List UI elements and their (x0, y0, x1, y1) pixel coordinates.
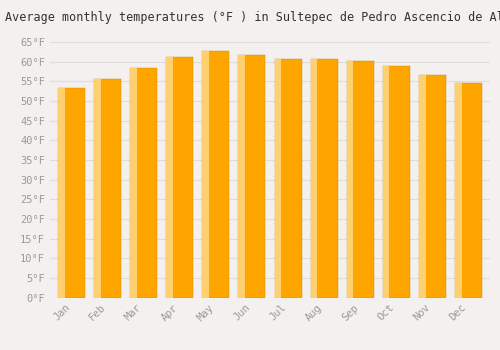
Bar (310, 59, 318, 298)
Bar (202, 51, 230, 298)
Text: Average monthly temperatures (°F ) in Sultepec de Pedro Ascencio de Alquisiras: Average monthly temperatures (°F ) in Su… (5, 10, 500, 23)
Bar (166, 57, 173, 298)
Bar (419, 75, 426, 298)
Bar (382, 65, 410, 298)
Bar (202, 51, 209, 298)
Bar (274, 59, 281, 298)
Bar (166, 57, 194, 298)
Bar (419, 75, 446, 298)
Bar (274, 59, 301, 298)
Bar (310, 59, 338, 298)
Bar (58, 89, 85, 298)
Bar (382, 65, 390, 298)
Bar (58, 89, 65, 298)
Bar (94, 79, 121, 298)
Bar (238, 55, 245, 298)
Bar (455, 83, 482, 298)
Bar (94, 79, 101, 298)
Bar (238, 55, 266, 298)
Bar (346, 61, 374, 298)
Bar (130, 68, 158, 298)
Bar (346, 61, 354, 298)
Bar (130, 68, 137, 298)
Bar (455, 83, 462, 298)
